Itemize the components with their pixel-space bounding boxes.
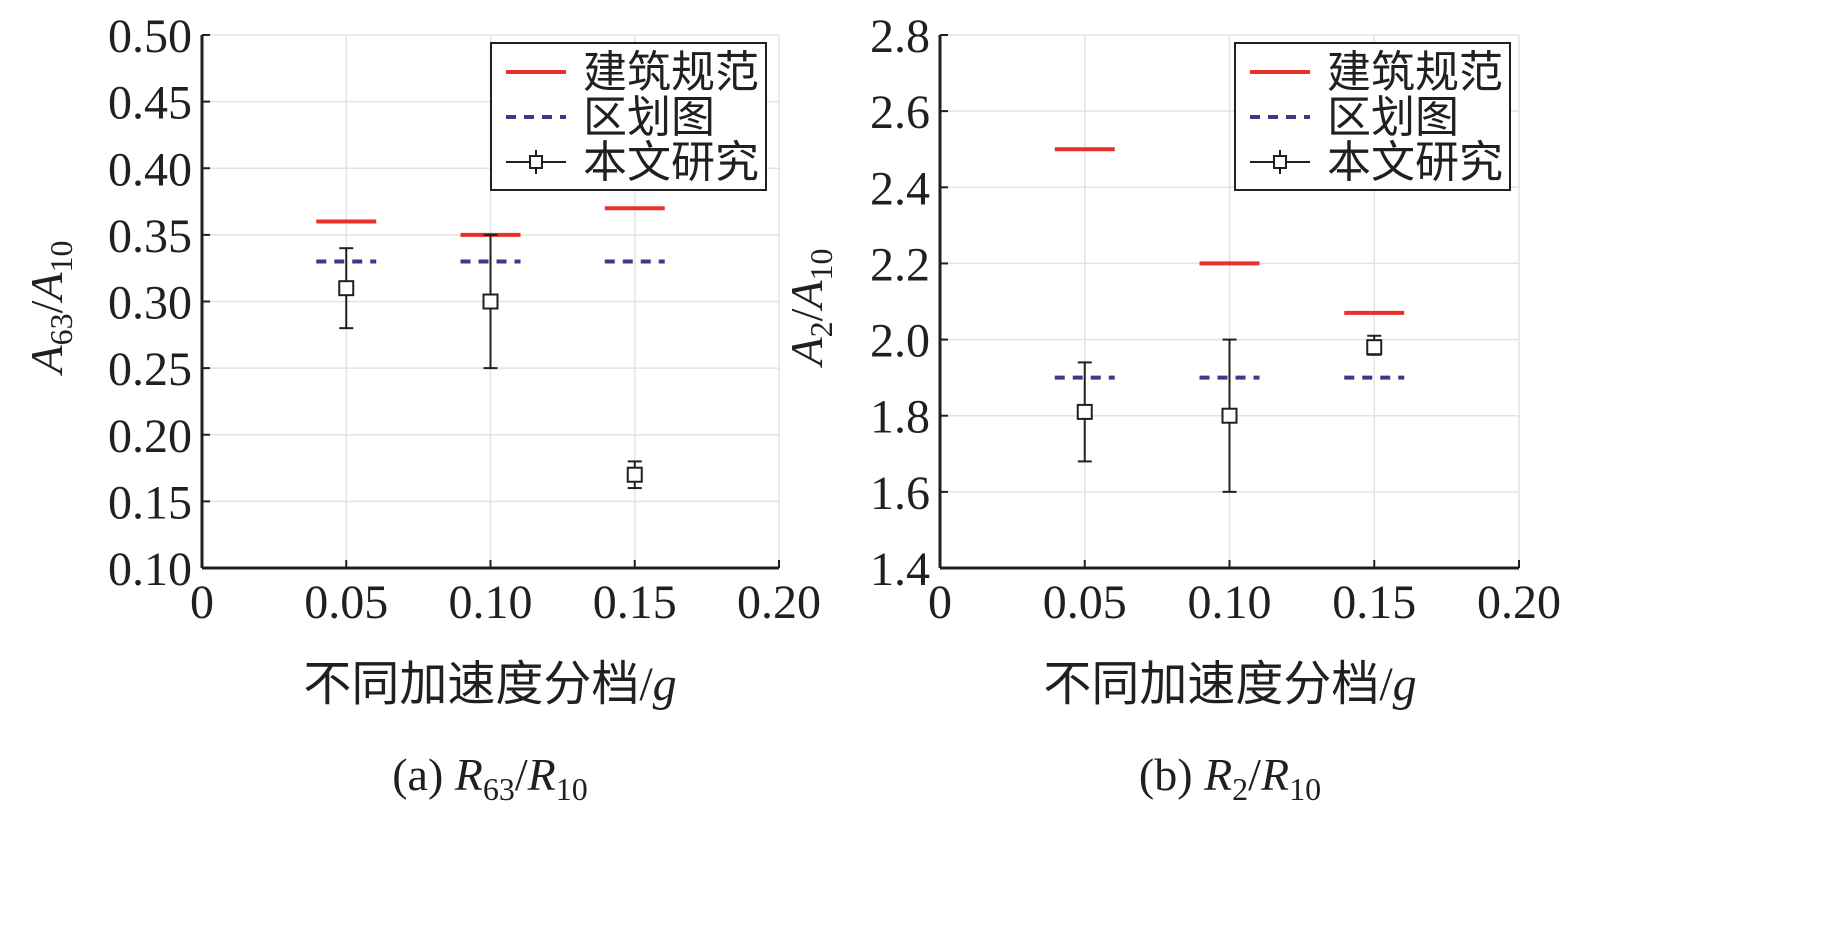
x-tick-label: 0.20 (1477, 576, 1561, 629)
x-ticks-a: 0 0.05 0.10 0.15 0.20 (190, 560, 821, 629)
y-tick-label: 0.50 (108, 10, 192, 63)
y-tick-label: 0.15 (108, 476, 192, 529)
legend-label: 建筑规范 (1327, 48, 1503, 97)
x-tick-label: 0.15 (1332, 576, 1416, 629)
legend-swatch-study-marker (529, 155, 543, 169)
caption-b: (b) R2/R10 (1139, 749, 1321, 807)
y-tick-label: 2.6 (870, 86, 930, 139)
x-axis-label-a: 不同加速度分档/g (303, 658, 676, 711)
y-tick-label: 1.4 (870, 543, 930, 596)
y-tick-label: 0.40 (108, 143, 192, 196)
y-tick-label: 0.10 (108, 543, 192, 596)
legend-label: 区划图 (1327, 93, 1459, 142)
x-tick-label: 0.15 (593, 576, 677, 629)
study-point (1076, 403, 1093, 420)
legend-label: 本文研究 (583, 138, 759, 187)
y-ticks-a: 0.10 0.15 0.20 0.25 0.30 0.35 0.40 0.45 0.50 (108, 10, 210, 596)
y-tick-label: 0.45 (108, 77, 192, 130)
y-tick-label: 2.8 (870, 10, 930, 63)
legend-swatch-study-marker (1273, 155, 1287, 169)
y-tick-label: 0.25 (108, 343, 192, 396)
study-point (1366, 339, 1383, 356)
caption-a: (a) R63/R10 (392, 749, 588, 807)
y-tick-label: 0.35 (108, 210, 192, 263)
x-tick-label: 0 (190, 576, 214, 629)
study-point (338, 280, 355, 297)
y-axis-label-b: A2/A10 (781, 249, 839, 369)
y-tick-label: 2.0 (870, 315, 930, 368)
legend-label: 区划图 (583, 93, 715, 142)
y-ticks-b: 1.4 1.6 1.8 2.0 2.2 2.4 2.6 2.8 (870, 10, 948, 596)
x-ticks-b: 0 0.05 0.10 0.15 0.20 (928, 560, 1561, 629)
y-tick-label: 1.6 (870, 467, 930, 520)
panel-a: 0 0.05 0.10 0.15 0.20 0.100.150.200.250.300.… (21, 10, 821, 807)
marks-a (316, 206, 665, 490)
y-tick-label: 0.30 (108, 277, 192, 330)
x-tick-label: 0.20 (737, 576, 821, 629)
study-point (1221, 407, 1238, 424)
marks-b (1054, 147, 1405, 493)
legend-label: 建筑规范 (583, 48, 759, 97)
x-tick-label: 0.05 (1043, 576, 1127, 629)
y-tick-label: 0.20 (108, 410, 192, 463)
panel-b: 0 0.05 0.10 0.15 0.20 1.4 1.6 1.8 2.0 2.2 2.4 2.6 2… (781, 10, 1561, 807)
x-tick-label: 0.10 (449, 576, 533, 629)
x-tick-label: 0 (928, 576, 952, 629)
x-axis-label-b: 不同加速度分档/g (1043, 658, 1416, 711)
y-axis-label-a: A63/A10 (21, 241, 79, 377)
y-tick-label: 1.8 (870, 391, 930, 444)
x-tick-label: 0.05 (304, 576, 388, 629)
y-tick-label: 2.2 (870, 238, 930, 291)
study-point (482, 293, 499, 310)
study-point (626, 466, 643, 483)
x-tick-label: 0.10 (1188, 576, 1272, 629)
legend-label: 本文研究 (1327, 138, 1503, 187)
y-tick-label: 2.4 (870, 162, 930, 215)
